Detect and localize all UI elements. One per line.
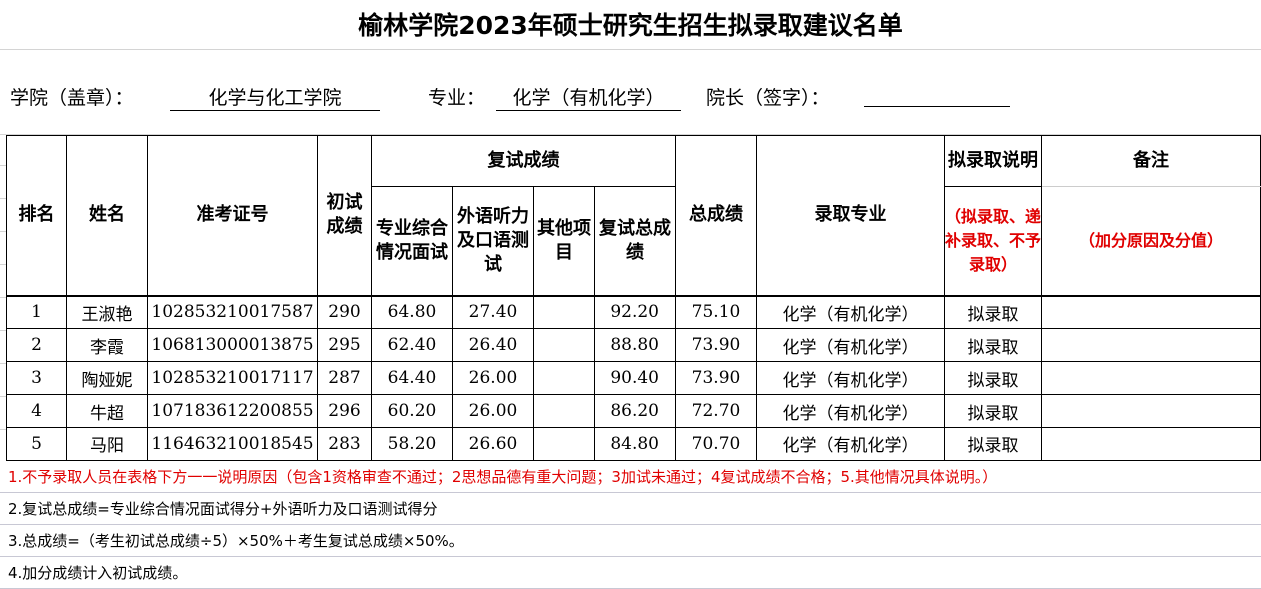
cell-name[interactable]: 马阳: [66, 427, 148, 462]
header-retest-total: 复试总成绩: [594, 186, 676, 297]
cell-retest[interactable]: 88.80: [594, 328, 676, 362]
cell-status[interactable]: 拟录取: [944, 328, 1042, 362]
cell-remark[interactable]: [1041, 361, 1261, 395]
cell-rank[interactable]: 4: [6, 394, 67, 428]
cell-id[interactable]: 107183612200855: [147, 394, 318, 428]
cell-initial[interactable]: 296: [317, 394, 372, 428]
note-3: 3.总成绩=（考生初试总成绩÷5）×50%＋考生复试总成绩×50%。: [0, 525, 1261, 557]
cell-other[interactable]: [533, 328, 595, 362]
cell-rank[interactable]: 1: [6, 295, 67, 329]
cell-retest[interactable]: 92.20: [594, 295, 676, 329]
cell-major[interactable]: 化学（有机化学）: [756, 361, 945, 395]
dean-label: 院长（签字）：: [706, 87, 830, 109]
cell-retest[interactable]: 90.40: [594, 361, 676, 395]
cell-id[interactable]: 116463210018545: [147, 427, 318, 462]
header-foreign: 外语听力及口语测试: [452, 186, 534, 297]
cell-foreign[interactable]: 26.00: [452, 394, 534, 428]
admission-table: 排名 姓名 准考证号 初试成绩 复试成绩 总成绩 录取专业 拟录取说明 备注 专…: [6, 135, 1261, 462]
header-admit-note: 拟录取说明: [944, 135, 1042, 187]
dean-signature-field[interactable]: [864, 83, 1010, 107]
table-row: 5 马阳 116463210018545 283 58.20 26.60 84.80 70.7…: [6, 427, 1261, 462]
cell-major[interactable]: 化学（有机化学）: [756, 295, 945, 329]
cell-status[interactable]: 拟录取: [944, 361, 1042, 395]
note-1: 1.不予录取人员在表格下方一一说明原因（包含1资格审查不通过；2思想品德有重大问…: [0, 461, 1261, 493]
cell-status[interactable]: 拟录取: [944, 394, 1042, 428]
cell-name[interactable]: 李霞: [66, 328, 148, 362]
cell-total[interactable]: 72.70: [675, 394, 757, 428]
header-initial: 初试成绩: [317, 135, 372, 297]
cell-name[interactable]: 陶娅妮: [66, 361, 148, 395]
cell-other[interactable]: [533, 361, 595, 395]
cell-remark[interactable]: [1041, 394, 1261, 428]
cell-id[interactable]: 102853210017587: [147, 295, 318, 329]
cell-total[interactable]: 73.90: [675, 328, 757, 362]
cell-interview[interactable]: 62.40: [371, 328, 453, 362]
cell-name[interactable]: 牛超: [66, 394, 148, 428]
college-label: 学院（盖章）：: [10, 87, 134, 109]
notes: 1.不予录取人员在表格下方一一说明原因（包含1资格审查不通过；2思想品德有重大问…: [0, 461, 1261, 589]
header-retest: 复试成绩: [371, 135, 676, 187]
table-row: 2 李霞 106813000013875 295 62.40 26.40 88.80 73.9…: [6, 328, 1261, 362]
cell-foreign[interactable]: 26.00: [452, 361, 534, 395]
header-admit-major: 录取专业: [756, 135, 945, 297]
table-row: 4 牛超 107183612200855 296 60.20 26.00 86.20 72.7…: [6, 394, 1261, 428]
cell-other[interactable]: [533, 295, 595, 329]
cell-retest[interactable]: 84.80: [594, 427, 676, 462]
header-other: 其他项目: [533, 186, 595, 297]
cell-major[interactable]: 化学（有机化学）: [756, 394, 945, 428]
cell-initial[interactable]: 283: [317, 427, 372, 462]
cell-foreign[interactable]: 27.40: [452, 295, 534, 329]
cell-total[interactable]: 73.90: [675, 361, 757, 395]
cell-retest[interactable]: 86.20: [594, 394, 676, 428]
header-interview: 专业综合情况面试: [371, 186, 453, 297]
cell-total[interactable]: 75.10: [675, 295, 757, 329]
cell-major[interactable]: 化学（有机化学）: [756, 427, 945, 462]
cell-name[interactable]: 王淑艳: [66, 295, 148, 329]
header-admit-note-sub: （拟录取、递补录取、不予录取）: [944, 186, 1042, 297]
cell-other[interactable]: [533, 394, 595, 428]
cell-major[interactable]: 化学（有机化学）: [756, 328, 945, 362]
note-4: 4.加分成绩计入初试成绩。: [0, 557, 1261, 589]
cell-status[interactable]: 拟录取: [944, 427, 1042, 462]
cell-interview[interactable]: 58.20: [371, 427, 453, 462]
cell-initial[interactable]: 295: [317, 328, 372, 362]
table-row: 3 陶娅妮 102853210017117 287 64.40 26.00 90.40 73.…: [6, 361, 1261, 395]
cell-interview[interactable]: 64.80: [371, 295, 453, 329]
cell-rank[interactable]: 3: [6, 361, 67, 395]
table-row: 1 王淑艳 102853210017587 290 64.80 27.40 92.20 75.…: [6, 295, 1261, 329]
college-value[interactable]: 化学与化工学院: [170, 83, 380, 111]
cell-interview[interactable]: 60.20: [371, 394, 453, 428]
major-label: 专业：: [428, 87, 486, 109]
header-total: 总成绩: [675, 135, 757, 297]
cell-remark[interactable]: [1041, 295, 1261, 329]
cell-remark[interactable]: [1041, 328, 1261, 362]
cell-initial[interactable]: 290: [317, 295, 372, 329]
cell-id[interactable]: 102853210017117: [147, 361, 318, 395]
header-rank: 排名: [6, 135, 67, 297]
cell-id[interactable]: 106813000013875: [147, 328, 318, 362]
header-remark-sub: （加分原因及分值）: [1041, 186, 1261, 297]
cell-total[interactable]: 70.70: [675, 427, 757, 462]
cell-rank[interactable]: 5: [6, 427, 67, 462]
page-title: 榆林学院2023年硕士研究生招生拟录取建议名单: [0, 0, 1261, 50]
cell-other[interactable]: [533, 427, 595, 462]
cell-rank[interactable]: 2: [6, 328, 67, 362]
cell-foreign[interactable]: 26.40: [452, 328, 534, 362]
note-2: 2.复试总成绩=专业综合情况面试得分+外语听力及口语测试得分: [0, 493, 1261, 525]
cell-interview[interactable]: 64.40: [371, 361, 453, 395]
header-exam-id: 准考证号: [147, 135, 318, 297]
header-remark: 备注: [1041, 135, 1261, 187]
info-row: 学院（盖章）： 化学与化工学院 专业： 化学（有机化学） 院长（签字）：: [0, 50, 1261, 135]
cell-remark[interactable]: [1041, 427, 1261, 462]
cell-status[interactable]: 拟录取: [944, 295, 1042, 329]
header-name: 姓名: [66, 135, 148, 297]
cell-initial[interactable]: 287: [317, 361, 372, 395]
major-value[interactable]: 化学（有机化学）: [496, 83, 681, 111]
cell-foreign[interactable]: 26.60: [452, 427, 534, 462]
